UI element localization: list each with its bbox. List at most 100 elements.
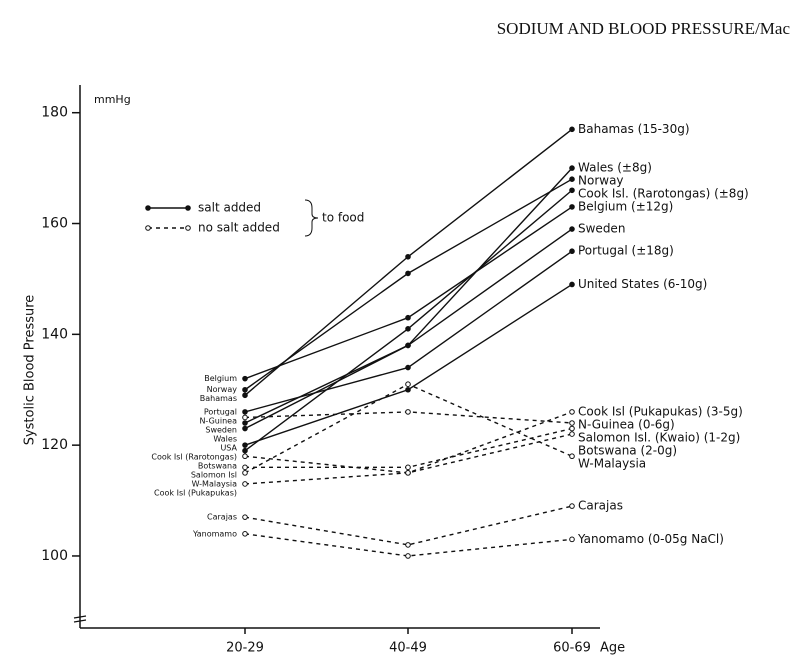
legend-marker (145, 205, 151, 211)
series-line (244, 178, 573, 391)
data-point (405, 409, 411, 415)
legend-marker (145, 225, 151, 231)
legend-group: to food (322, 211, 364, 225)
data-point (405, 464, 411, 471)
data-point (405, 470, 411, 476)
data-point (569, 281, 575, 288)
end-label: Sweden (578, 222, 625, 236)
data-point (569, 204, 575, 210)
legend-label: salt added (198, 201, 261, 215)
data-point (242, 386, 248, 393)
start-label: Portugal (204, 407, 237, 416)
data-point (242, 470, 248, 476)
start-label: Sweden (205, 425, 237, 434)
start-label: Wales (213, 434, 237, 443)
y-unit: mmHg (94, 93, 131, 106)
data-point (405, 364, 411, 371)
legend-label: no salt added (198, 221, 280, 235)
data-point (405, 314, 411, 321)
data-point (569, 453, 575, 460)
start-label: Cook Isl (Pukapukas) (154, 488, 237, 497)
series-line (244, 283, 573, 446)
data-point (405, 342, 411, 349)
data-point (242, 392, 248, 399)
end-label: Belgium (±12g) (578, 200, 673, 214)
end-label: United States (6-10g) (578, 277, 707, 291)
start-label: Yanomamo (192, 529, 237, 538)
data-point (405, 253, 411, 260)
x-tick-label: 20-29 (226, 641, 264, 656)
data-point (569, 176, 575, 182)
end-label: W-Malaysia (578, 456, 646, 470)
end-label: Bahamas (15-30g) (578, 122, 690, 136)
y-tick-label: 120 (41, 437, 68, 453)
start-label: N-Guinea (199, 416, 237, 425)
start-label: Botswana (198, 461, 237, 470)
data-point (569, 226, 575, 232)
data-point (242, 442, 248, 448)
data-point (405, 542, 411, 548)
series-line (244, 533, 573, 557)
data-point (569, 165, 575, 171)
end-label: Portugal (±18g) (578, 244, 674, 258)
page-header: SODIUM AND BLOOD PRESSURE/Mac (497, 19, 791, 38)
x-axis-label: Age (600, 641, 625, 656)
data-point (569, 425, 575, 432)
data-point (242, 414, 248, 421)
end-label: Carajas (578, 499, 623, 513)
y-axis-label: Systolic Blood Pressure (23, 295, 38, 446)
data-point (405, 381, 411, 388)
data-point (569, 536, 575, 543)
data-point (242, 375, 248, 382)
data-point (569, 187, 575, 194)
data-point (405, 386, 411, 393)
data-point (569, 431, 575, 437)
y-tick-label: 100 (41, 548, 68, 564)
data-point (242, 481, 248, 487)
start-label: W-Malaysia (192, 479, 238, 488)
end-label: N-Guinea (0-6g) (578, 417, 675, 431)
x-tick-label: 60-69 (553, 641, 591, 656)
data-point (242, 420, 248, 426)
data-point (569, 126, 575, 133)
data-point (242, 447, 248, 454)
x-tick-label: 40-49 (389, 641, 427, 656)
data-point (242, 453, 248, 460)
axis-break (73, 615, 87, 619)
start-label: Cook Isl (Rarotongas) (151, 452, 237, 461)
data-point (569, 409, 575, 415)
data-point (569, 248, 575, 255)
series-line (244, 505, 573, 546)
start-label: USA (220, 443, 237, 452)
axis-break (73, 619, 87, 623)
end-label: Cook Isl. (Rarotongas) (±8g) (578, 187, 749, 201)
y-tick-label: 180 (41, 105, 68, 121)
legend-marker (185, 225, 191, 231)
data-point (242, 531, 248, 537)
end-label: Cook Isl (Pukapukas) (3-5g) (578, 404, 743, 418)
end-label: Norway (578, 174, 624, 188)
data-point (405, 270, 411, 277)
legend-marker (185, 205, 191, 211)
start-label: Bahamas (200, 394, 237, 403)
data-point (405, 553, 411, 559)
y-tick-label: 160 (41, 216, 68, 232)
y-tick-label: 140 (41, 326, 68, 342)
data-point (242, 409, 248, 415)
data-point (242, 514, 248, 520)
start-label: Salomon Isl (191, 470, 237, 479)
data-point (405, 325, 411, 332)
end-label: Botswana (2-0g) (578, 443, 677, 457)
data-point (242, 464, 248, 471)
end-label: Yanomamo (0-05g NaCl) (577, 532, 724, 546)
data-point (569, 503, 575, 509)
end-label: Salomon Isl. (Kwaio) (1-2g) (578, 430, 740, 444)
start-label: Norway (207, 385, 238, 394)
data-point (569, 420, 575, 426)
start-label: Carajas (207, 513, 237, 522)
data-point (242, 425, 248, 432)
end-label: Wales (±8g) (578, 161, 652, 175)
start-label: Belgium (204, 374, 237, 383)
